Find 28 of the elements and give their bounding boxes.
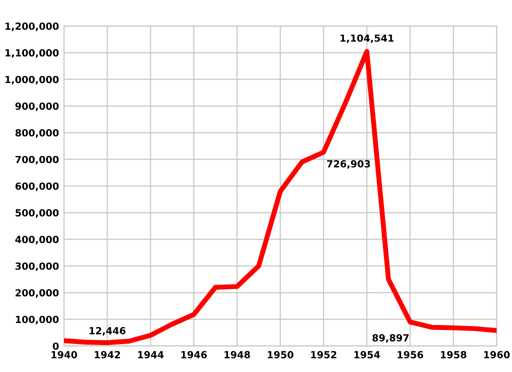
annotation: 12,446 (90, 327, 126, 336)
y-tick-label: 1,100,000 (6, 49, 59, 58)
y-tick-label: 1,200,000 (6, 22, 59, 32)
annotation: 1,104,541 (340, 34, 394, 44)
y-tick-label: 900,000 (15, 102, 59, 112)
x-tick-label: 1950 (268, 350, 294, 358)
y-tick-label: 600,000 (15, 182, 59, 192)
x-tick-label: 1942 (94, 350, 120, 358)
y-tick-label: 200,000 (16, 289, 59, 298)
x-tick-label: 1960 (484, 350, 510, 358)
y-tick-label: 700,000 (16, 156, 59, 164)
x-tick-label: 1956 (398, 351, 424, 358)
y-tick-label: 500,000 (16, 209, 59, 218)
x-tick-label: 1946 (181, 351, 207, 358)
annotation: 89,897 (372, 334, 409, 343)
y-tick-label: 1,000,000 (6, 76, 59, 84)
annotation: 726,903 (327, 160, 370, 169)
y-tick-label: 400,000 (15, 236, 59, 244)
x-tick-label: 1954 (354, 351, 380, 358)
y-tick-label: 0 (52, 342, 59, 350)
x-tick-label: 1952 (311, 350, 336, 358)
y-tick-label: 300,000 (16, 262, 59, 272)
x-tick-label: 1940 (52, 350, 78, 358)
x-tick-label: 1948 (224, 350, 250, 358)
y-tick-label: 100,000 (16, 316, 59, 324)
y-tick-label: 800,000 (15, 129, 59, 138)
x-tick-label: 1958 (440, 350, 466, 358)
x-tick-label: 1944 (138, 351, 164, 358)
